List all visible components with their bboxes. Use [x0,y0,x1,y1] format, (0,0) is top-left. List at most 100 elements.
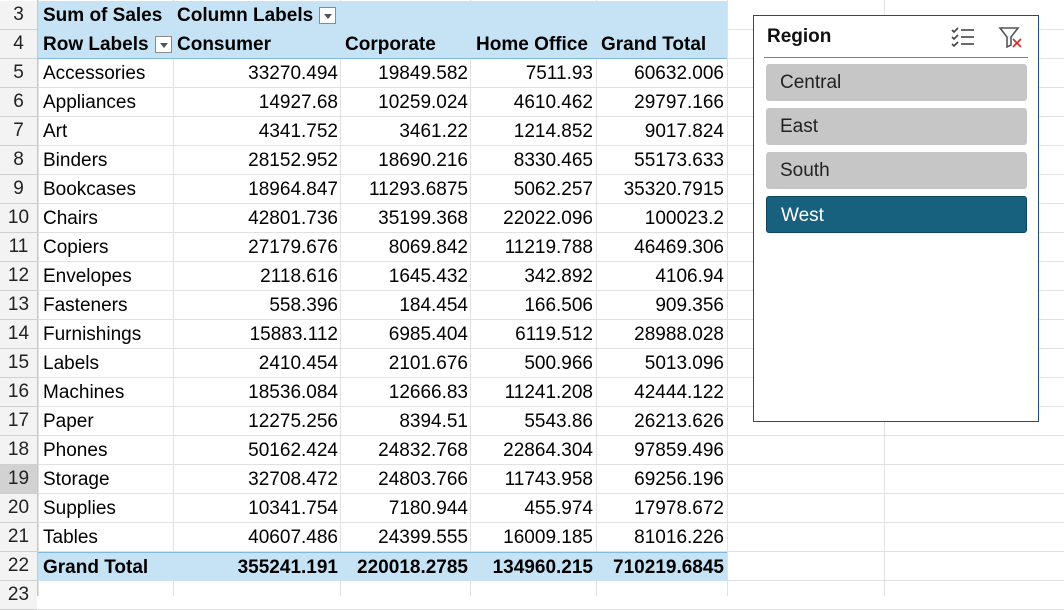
row-header-6[interactable]: 6 [0,88,37,117]
value-corporate[interactable]: 7180.944 [388,498,468,519]
value-consumer[interactable]: 50162.424 [248,440,338,461]
value-consumer[interactable]: 2410.454 [258,353,338,374]
value-consumer[interactable]: 18536.084 [248,382,338,403]
value-consumer[interactable]: 4341.752 [258,121,338,142]
value-grand-total[interactable]: 97859.496 [634,440,724,461]
value-home-office[interactable]: 500.966 [524,353,593,374]
row-header-8[interactable]: 8 [0,146,37,175]
row-label[interactable]: Binders [43,150,108,171]
row-label[interactable]: Appliances [43,92,136,113]
value-home-office[interactable]: 22864.304 [503,440,593,461]
row-label[interactable]: Bookcases [43,179,136,200]
grand-total-corporate[interactable]: 220018.2785 [357,557,468,578]
row-header-9[interactable]: 9 [0,175,37,204]
row-header-20[interactable]: 20 [0,494,37,523]
value-home-office[interactable]: 6119.512 [515,324,593,345]
value-grand-total[interactable]: 100023.2 [644,208,724,229]
row-header-19[interactable]: 19 [0,465,37,494]
value-home-office[interactable]: 7511.93 [525,63,593,84]
value-consumer[interactable]: 558.396 [269,295,338,316]
value-grand-total[interactable]: 81016.226 [634,527,724,548]
value-grand-total[interactable]: 4106.94 [655,266,724,287]
column-header-corporate[interactable]: Corporate [345,34,436,55]
value-grand-total[interactable]: 29797.166 [634,92,724,113]
value-grand-total[interactable]: 46469.306 [634,237,724,258]
value-home-office[interactable]: 22022.096 [503,208,593,229]
row-label[interactable]: Labels [43,353,99,374]
value-corporate[interactable]: 8069.842 [388,237,468,258]
row-header-12[interactable]: 12 [0,262,37,291]
value-home-office[interactable]: 8330.465 [513,150,593,171]
clear-filter-icon[interactable] [998,25,1024,49]
value-home-office[interactable]: 342.892 [524,266,593,287]
row-label[interactable]: Supplies [43,498,116,519]
row-label[interactable]: Accessories [43,63,146,84]
value-grand-total[interactable]: 42444.122 [634,382,724,403]
row-header-4[interactable]: 4 [0,30,37,59]
value-home-office[interactable]: 1214.852 [513,121,593,142]
row-label[interactable]: Furnishings [43,324,142,345]
value-consumer[interactable]: 42801.736 [248,208,338,229]
row-label[interactable]: Phones [43,440,108,461]
row-label[interactable]: Envelopes [43,266,132,287]
slicer-item-east[interactable]: East [766,108,1027,145]
value-home-office[interactable]: 11743.958 [504,469,593,490]
value-grand-total[interactable]: 55173.633 [634,150,724,171]
row-header-10[interactable]: 10 [0,204,37,233]
value-corporate[interactable]: 3461.22 [399,121,468,142]
grand-total-consumer[interactable]: 355241.191 [237,557,338,578]
row-header-7[interactable]: 7 [0,117,37,146]
row-header-11[interactable]: 11 [0,233,37,262]
value-home-office[interactable]: 16009.185 [503,527,593,548]
value-corporate[interactable]: 184.454 [399,295,468,316]
value-grand-total[interactable]: 26213.626 [634,411,724,432]
value-consumer[interactable]: 15883.112 [249,324,338,345]
value-grand-total[interactable]: 60632.006 [634,63,724,84]
value-grand-total[interactable]: 17978.672 [634,498,724,519]
column-labels-dropdown-button[interactable] [319,7,337,25]
value-home-office[interactable]: 4610.462 [513,92,593,113]
row-label[interactable]: Paper [43,411,94,432]
row-label[interactable]: Tables [43,527,98,548]
value-corporate[interactable]: 19849.582 [378,63,468,84]
row-label[interactable]: Storage [43,469,110,490]
value-corporate[interactable]: 35199.368 [378,208,468,229]
value-corporate[interactable]: 24803.766 [378,469,468,490]
value-consumer[interactable]: 28152.952 [248,150,338,171]
value-corporate[interactable]: 12666.83 [388,382,468,403]
row-label[interactable]: Copiers [43,237,109,258]
slicer-item-central[interactable]: Central [766,64,1027,101]
region-slicer[interactable]: Region Central East South West [753,15,1039,422]
row-header-14[interactable]: 14 [0,320,37,349]
row-header-18[interactable]: 18 [0,436,37,465]
column-header-home-office[interactable]: Home Office [476,34,588,55]
value-consumer[interactable]: 40607.486 [248,527,338,548]
value-corporate[interactable]: 1645.432 [388,266,468,287]
value-corporate[interactable]: 18690.216 [378,150,468,171]
value-consumer[interactable]: 12275.256 [248,411,338,432]
row-header-3[interactable]: 3 [0,1,37,30]
column-header-grand-total[interactable]: Grand Total [601,34,707,55]
row-label[interactable]: Machines [43,382,125,403]
value-consumer[interactable]: 27179.676 [248,237,338,258]
value-corporate[interactable]: 24832.768 [378,440,468,461]
value-grand-total[interactable]: 28988.028 [634,324,724,345]
value-consumer[interactable]: 10341.754 [248,498,338,519]
grand-total-home-office[interactable]: 134960.215 [492,557,593,578]
value-corporate[interactable]: 8394.51 [399,411,468,432]
value-corporate[interactable]: 24399.555 [378,527,468,548]
row-header-15[interactable]: 15 [0,349,37,378]
slicer-item-west[interactable]: West [766,196,1027,233]
value-consumer[interactable]: 32708.472 [248,469,338,490]
value-home-office[interactable]: 166.506 [524,295,593,316]
grand-total-label[interactable]: Grand Total [43,557,149,578]
value-grand-total[interactable]: 69256.196 [634,469,724,490]
value-consumer[interactable]: 33270.494 [248,63,338,84]
grand-total-grand-total[interactable]: 710219.6845 [613,557,724,578]
row-labels-header[interactable]: Row Labels [43,30,183,59]
value-grand-total[interactable]: 9017.824 [644,121,724,142]
value-home-office[interactable]: 11241.208 [504,382,593,403]
row-header-21[interactable]: 21 [0,523,37,552]
value-home-office[interactable]: 455.974 [524,498,593,519]
value-consumer[interactable]: 18964.847 [248,179,338,200]
